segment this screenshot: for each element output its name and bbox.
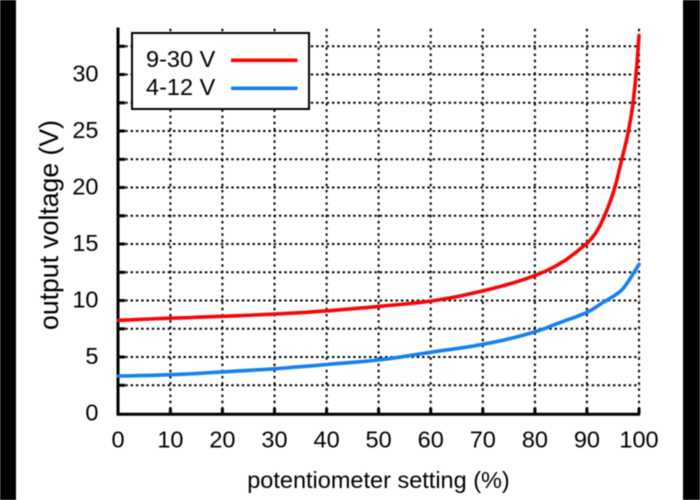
svg-text:potentiometer setting (%): potentiometer setting (%) [247, 467, 510, 493]
svg-text:10: 10 [157, 427, 183, 453]
svg-text:30: 30 [261, 427, 287, 453]
svg-text:9-30 V: 9-30 V [146, 46, 216, 72]
svg-text:0: 0 [111, 427, 124, 453]
svg-text:15: 15 [72, 230, 98, 256]
svg-text:10: 10 [72, 287, 98, 313]
svg-text:5: 5 [85, 343, 98, 369]
svg-text:50: 50 [366, 427, 392, 453]
svg-text:output voltage (V): output voltage (V) [34, 120, 64, 330]
svg-text:25: 25 [72, 117, 98, 143]
svg-text:60: 60 [418, 427, 444, 453]
svg-text:70: 70 [470, 427, 496, 453]
svg-text:4-12 V: 4-12 V [146, 74, 216, 100]
svg-text:90: 90 [574, 427, 600, 453]
svg-text:0: 0 [85, 400, 98, 426]
svg-text:80: 80 [522, 427, 548, 453]
svg-text:40: 40 [314, 427, 340, 453]
svg-text:100: 100 [619, 427, 658, 453]
svg-text:30: 30 [72, 61, 98, 87]
svg-text:20: 20 [72, 174, 98, 200]
svg-text:20: 20 [209, 427, 235, 453]
